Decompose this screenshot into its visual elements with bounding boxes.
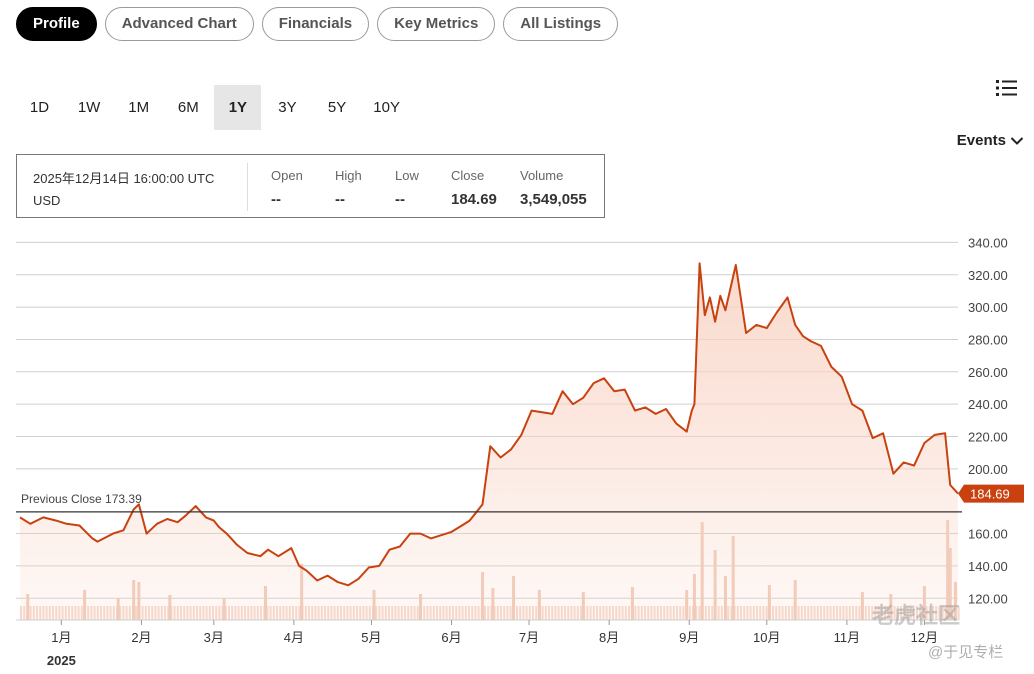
tab-bar: Profile Advanced Chart Financials Key Metri… <box>16 7 619 41</box>
y-tick-label: 220.00 <box>968 430 1008 445</box>
range-10y[interactable]: 10Y <box>373 99 400 116</box>
y-tick-label: 300.00 <box>968 300 1008 315</box>
range-6m[interactable]: 6M <box>177 99 199 116</box>
x-tick-label: 10月 <box>753 630 780 645</box>
range-3y[interactable]: 3Y <box>278 99 297 116</box>
last-price-tag <box>958 484 1024 503</box>
events-label: Events <box>956 132 1006 149</box>
tab-advanced-chart[interactable]: Advanced Chart <box>104 7 254 41</box>
volume-stat: Volume 3,549,055 <box>520 168 587 208</box>
x-tick-label: 7月 <box>519 630 539 645</box>
volume-bar <box>957 606 960 620</box>
volume-label: Volume <box>520 168 564 183</box>
range-1y[interactable]: 1Y <box>214 85 262 130</box>
range-1w[interactable]: 1W <box>77 99 101 116</box>
x-tick-label: 6月 <box>441 630 461 645</box>
events-dropdown[interactable]: Events <box>957 132 1024 149</box>
divider <box>247 163 248 211</box>
x-year-label: 2025 <box>47 653 76 668</box>
y-tick-label: 120.00 <box>968 591 1008 606</box>
y-tick-label: 320.00 <box>968 268 1008 283</box>
y-tick-label: 240.00 <box>968 397 1008 412</box>
range-1d[interactable]: 1D <box>29 99 50 116</box>
high-label: High <box>335 168 362 183</box>
x-tick-label: 2月 <box>131 630 151 645</box>
y-tick-label: 200.00 <box>968 462 1008 477</box>
open-stat: Open -- <box>271 168 303 208</box>
tab-profile[interactable]: Profile <box>16 7 97 41</box>
y-tick-label: 340.00 <box>968 235 1008 250</box>
open-value: -- <box>271 191 281 208</box>
close-label: Close <box>451 168 485 183</box>
low-label: Low <box>395 168 419 183</box>
list-view-icon[interactable] <box>996 79 1018 97</box>
open-label: Open <box>271 168 303 183</box>
quote-info-box: 2025年12月14日 16:00:00 UTC USD Open -- Hig… <box>16 154 605 218</box>
y-tick-label: 280.00 <box>968 332 1008 347</box>
low-stat: Low -- <box>395 168 419 208</box>
x-tick-label: 3月 <box>204 630 224 645</box>
last-price-label: 184.69 <box>970 487 1010 502</box>
x-tick-label: 4月 <box>284 630 304 645</box>
high-stat: High -- <box>335 168 362 208</box>
y-tick-label: 140.00 <box>968 559 1008 574</box>
quote-datetime: 2025年12月14日 16:00:00 UTC <box>33 171 215 186</box>
tab-all-listings[interactable]: All Listings <box>503 7 619 41</box>
close-value: 184.69 <box>451 191 497 208</box>
x-tick-label: 12月 <box>911 630 938 645</box>
quote-currency: USD <box>33 193 61 208</box>
range-5y[interactable]: 5Y <box>327 99 347 116</box>
chevron-down-icon <box>1010 136 1024 145</box>
tab-key-metrics[interactable]: Key Metrics <box>377 7 496 41</box>
price-chart[interactable]: 340.00 320.00 300.00 280.00 260.00 240.00 220.… <box>0 230 1034 674</box>
range-1m[interactable]: 1M <box>128 99 150 116</box>
tab-financials[interactable]: Financials <box>261 7 370 41</box>
x-tick-label: 8月 <box>599 630 619 645</box>
watermark-author: @于见专栏 <box>928 644 1004 661</box>
low-value: -- <box>395 191 405 208</box>
x-tick-label: 1月 <box>51 630 71 645</box>
x-tick-label: 11月 <box>834 630 861 645</box>
y-tick-label: 260.00 <box>968 365 1008 380</box>
price-line <box>19 262 959 587</box>
range-selector: 1D 1W 1M 6M 1Y 3Y 5Y 10Y <box>16 85 413 130</box>
high-value: -- <box>335 191 345 208</box>
y-tick-label: 160.00 <box>968 527 1008 542</box>
x-tick-label: 9月 <box>679 630 699 645</box>
volume-value: 3,549,055 <box>520 191 587 208</box>
watermark-logo: 老虎社区 <box>872 603 961 628</box>
close-stat: Close 184.69 <box>451 168 497 208</box>
price-area <box>20 263 958 620</box>
x-tick-label: 5月 <box>361 630 381 645</box>
previous-close-label: Previous Close 173.39 <box>21 492 142 506</box>
